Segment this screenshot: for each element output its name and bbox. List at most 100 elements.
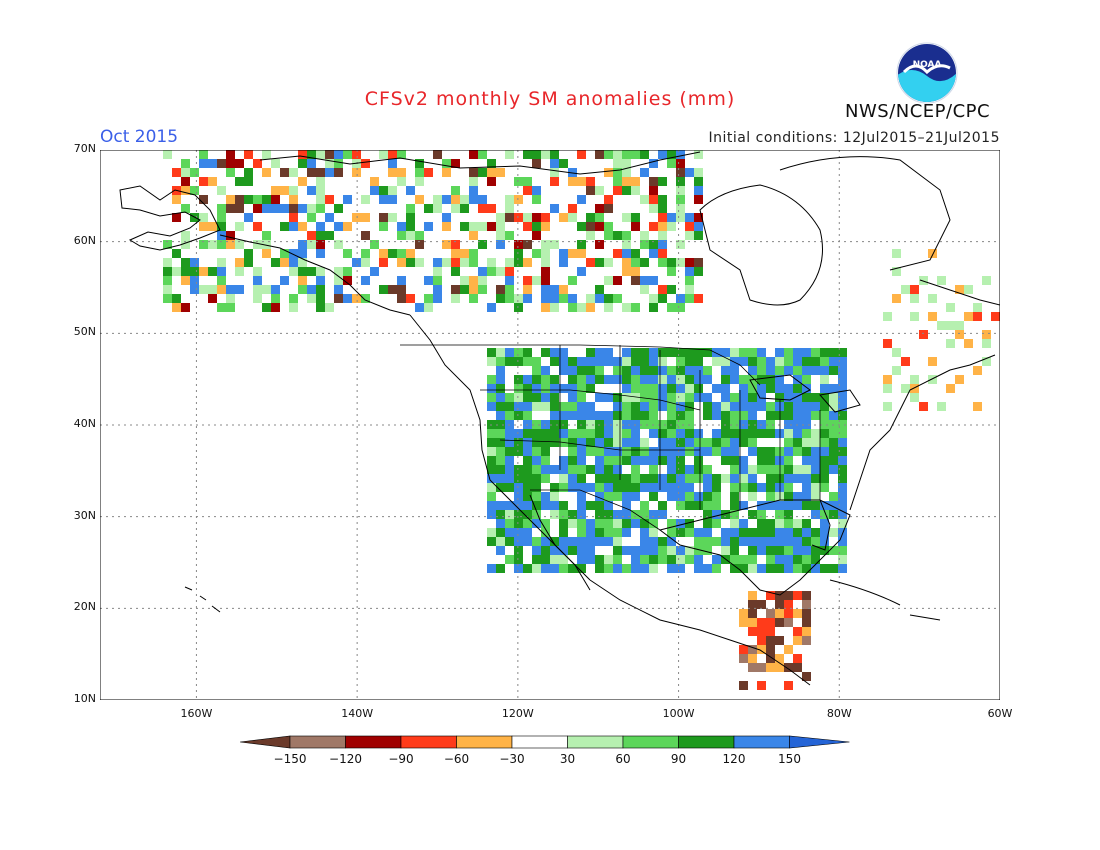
anomaly-cell <box>640 447 649 456</box>
anomaly-cell <box>784 663 793 672</box>
anomaly-cell <box>712 384 721 393</box>
anomaly-cell <box>361 231 370 240</box>
anomaly-cell <box>694 555 703 564</box>
anomaly-cell <box>388 285 397 294</box>
chart-title: CFSv2 monthly SM anomalies (mm) <box>364 88 736 110</box>
anomaly-cell <box>757 528 766 537</box>
anomaly-cell <box>883 339 892 348</box>
anomaly-cell <box>766 564 775 573</box>
anomaly-cell <box>244 150 253 159</box>
anomaly-cell <box>667 474 676 483</box>
anomaly-cell <box>208 267 217 276</box>
anomaly-cell <box>676 384 685 393</box>
anomaly-cell <box>712 564 721 573</box>
anomaly-cell <box>739 393 748 402</box>
anomaly-cell <box>370 240 379 249</box>
anomaly-cell <box>775 447 784 456</box>
anomaly-cell <box>802 564 811 573</box>
anomaly-cell <box>739 465 748 474</box>
anomaly-cell <box>586 375 595 384</box>
anomaly-cell <box>244 213 253 222</box>
anomaly-cell <box>433 267 442 276</box>
anomaly-cell <box>577 528 586 537</box>
anomaly-cell <box>325 195 334 204</box>
anomaly-cell <box>649 348 658 357</box>
anomaly-cell <box>973 402 982 411</box>
anomaly-cell <box>676 555 685 564</box>
anomaly-cell <box>604 555 613 564</box>
anomaly-cell <box>181 267 190 276</box>
anomaly-cell <box>496 384 505 393</box>
anomaly-cell <box>613 177 622 186</box>
anomaly-cell <box>181 177 190 186</box>
anomaly-cell <box>631 510 640 519</box>
anomaly-cell <box>649 240 658 249</box>
anomaly-cell <box>190 276 199 285</box>
anomaly-cell <box>298 258 307 267</box>
anomaly-cell <box>568 177 577 186</box>
anomaly-cell <box>568 456 577 465</box>
anomaly-cell <box>568 546 577 555</box>
anomaly-cell <box>586 483 595 492</box>
anomaly-cell <box>505 231 514 240</box>
anomaly-cell <box>802 492 811 501</box>
anomaly-cell <box>703 537 712 546</box>
anomaly-cell <box>460 204 469 213</box>
anomaly-cell <box>712 357 721 366</box>
anomaly-cell <box>586 231 595 240</box>
anomaly-cell <box>793 519 802 528</box>
anomaly-cell <box>478 240 487 249</box>
anomaly-cell <box>388 249 397 258</box>
anomaly-cell <box>694 294 703 303</box>
anomaly-cell <box>514 438 523 447</box>
anomaly-cell <box>289 294 298 303</box>
anomaly-cell <box>559 294 568 303</box>
anomaly-cell <box>811 456 820 465</box>
anomaly-cell <box>649 375 658 384</box>
anomaly-cell <box>379 258 388 267</box>
anomaly-cell <box>487 510 496 519</box>
anomaly-cell <box>316 186 325 195</box>
anomaly-cell <box>955 375 964 384</box>
anomaly-cell <box>541 303 550 312</box>
anomaly-cell <box>451 258 460 267</box>
anomaly-cell <box>496 528 505 537</box>
anomaly-cell <box>604 303 613 312</box>
anomaly-cell <box>640 510 649 519</box>
anomaly-cell <box>829 456 838 465</box>
anomaly-cell <box>298 177 307 186</box>
anomaly-cell <box>784 492 793 501</box>
anomaly-cell <box>514 483 523 492</box>
anomaly-cell <box>676 303 685 312</box>
anomaly-cell <box>739 654 748 663</box>
anomaly-cell <box>703 492 712 501</box>
anomaly-cell <box>757 645 766 654</box>
anomaly-cell <box>199 213 208 222</box>
lat-label: 60N <box>73 233 96 247</box>
anomaly-cell <box>541 474 550 483</box>
anomaly-cell <box>838 465 847 474</box>
anomaly-cell <box>793 492 802 501</box>
anomaly-cell <box>631 357 640 366</box>
anomaly-cell <box>595 285 604 294</box>
anomaly-cell <box>271 204 280 213</box>
anomaly-cell <box>604 231 613 240</box>
anomaly-cell <box>649 447 658 456</box>
anomaly-cell <box>784 609 793 618</box>
anomaly-cell <box>739 375 748 384</box>
anomaly-cell <box>730 564 739 573</box>
anomaly-cell <box>541 285 550 294</box>
anomaly-cell <box>901 357 910 366</box>
anomaly-cell <box>829 438 838 447</box>
anomaly-cell <box>586 294 595 303</box>
anomaly-cell <box>622 168 631 177</box>
anomaly-cell <box>667 348 676 357</box>
anomaly-cell <box>649 195 658 204</box>
anomaly-cell <box>541 501 550 510</box>
anomaly-cell <box>487 474 496 483</box>
anomaly-cell <box>820 501 829 510</box>
anomaly-cell <box>532 231 541 240</box>
anomaly-cell <box>748 609 757 618</box>
lat-label: 70N <box>73 142 96 155</box>
anomaly-cell <box>640 519 649 528</box>
